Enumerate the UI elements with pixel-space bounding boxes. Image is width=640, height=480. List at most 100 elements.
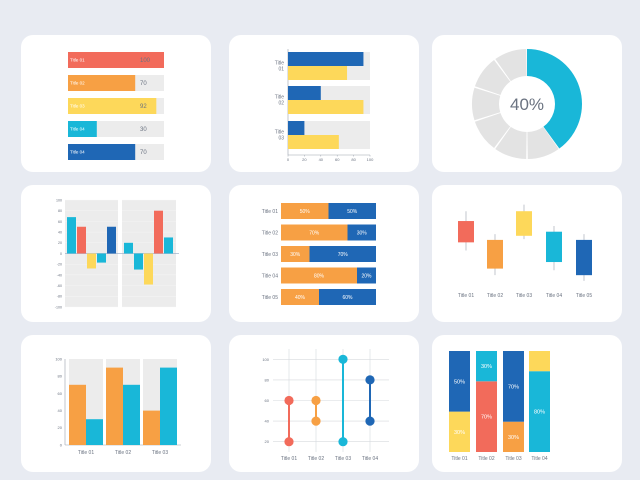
y-tick-label: 40	[265, 419, 270, 424]
card-stacked-columns: 30% 50% Title 01 70% 30% Title 02 30% 70% Title …	[432, 335, 622, 472]
progress-category-label: Title 02	[70, 81, 85, 86]
progress-bar	[68, 52, 164, 68]
y-tick-label: 80	[265, 377, 270, 382]
y-tick-label: -100	[55, 305, 62, 309]
bar	[288, 66, 348, 80]
stacked-segment	[449, 351, 470, 412]
stacked-segment	[347, 224, 376, 241]
dumbbell-chart: 100 80 60 40 20 Title 01 Title 02 Title 03 Title…	[262, 349, 389, 462]
bar	[143, 410, 160, 445]
card-dumbbell: 100 80 60 40 20 Title 01 Title 02 Title 03 Title…	[229, 335, 419, 472]
y-tick-label: 100	[55, 356, 62, 361]
category-label: Title 01	[281, 456, 297, 462]
stacked-column-chart: 30% 50% Title 01 70% 30% Title 02 30% 70% Title …	[449, 351, 550, 462]
y-tick-label: 40	[58, 231, 62, 235]
bar	[288, 135, 339, 149]
stacked-segment	[281, 246, 310, 262]
progress-value-label: 70	[140, 150, 147, 156]
category-label: Title 01	[458, 293, 474, 299]
range-high-point	[284, 395, 294, 406]
category-label-number: 01	[278, 67, 284, 73]
category-label: Title 01	[262, 209, 278, 215]
stacked-segment	[281, 267, 357, 284]
y-tick-label: -80	[57, 295, 62, 299]
stacked-segment	[503, 421, 524, 452]
progress-value-label: 30	[140, 127, 147, 133]
bar	[288, 86, 321, 100]
x-tick-label: 60	[335, 157, 340, 162]
x-tick-label: 40	[319, 157, 324, 162]
y-tick-label: 0	[60, 252, 62, 256]
segment-percent-label: 30%	[357, 230, 368, 236]
bar	[106, 367, 123, 445]
category-label: Title 01	[451, 456, 467, 462]
card-positive-negative-bars: 100 80 60 40 20 0 -20 -40 -60 -80 -100	[21, 185, 211, 322]
card-horizontal-grouped-bars: 0 20 40 60 80 100 Title 01 Title 02 Title 03	[229, 35, 419, 172]
segment-percent-label: 30%	[290, 252, 301, 258]
y-tick-label: 60	[58, 391, 63, 396]
stacked-segment	[503, 351, 524, 422]
category-label: Title 03	[262, 252, 278, 258]
card-grouped-bars: 100 80 60 40 20 0 Title 01 Title 02 Title 03	[21, 335, 211, 472]
stacked-segment	[529, 371, 550, 452]
category-label-word: Title	[275, 95, 284, 101]
bar	[87, 253, 96, 269]
category-label-word: Title	[275, 130, 284, 136]
category-label-word: Title	[275, 61, 284, 67]
card-progress-bars: Title 01 100 Title 02 70 Title 03 92 Title 04 3…	[21, 35, 211, 172]
bar	[134, 253, 143, 270]
segment-percent-label: 20%	[361, 273, 372, 279]
y-tick-label: -40	[57, 273, 62, 277]
donut-remaining-segment	[527, 126, 559, 159]
bar	[164, 237, 173, 254]
segment-percent-label: 80%	[534, 410, 545, 416]
segmented-donut-chart: 40%	[472, 49, 582, 159]
range-high-point	[311, 395, 321, 406]
range-low-point	[365, 416, 375, 426]
category-label: Title 02	[115, 450, 131, 456]
stacked-segment	[281, 289, 319, 305]
stacked-segment	[281, 203, 329, 219]
segment-percent-label: 40%	[295, 295, 306, 301]
bar	[123, 384, 140, 445]
card-candlestick: Title 01 Title 02 Title 03 Title 04 Title 05	[432, 185, 622, 322]
category-label: Title 04	[531, 456, 547, 462]
stacked-segment	[476, 351, 497, 382]
bar	[288, 100, 364, 114]
category-label: Title 05	[262, 295, 278, 301]
segment-percent-label: 50%	[347, 209, 358, 215]
progress-category-label: Title 03	[70, 104, 85, 109]
segment-percent-label: 60%	[342, 295, 353, 301]
category-label: Title 03	[335, 456, 351, 462]
range-low-point	[284, 437, 294, 447]
range-high-point	[338, 354, 348, 364]
candle-body	[576, 239, 592, 276]
y-tick-label: 100	[262, 357, 269, 362]
segment-percent-label: 70%	[481, 415, 492, 421]
category-label: Title 03	[152, 450, 168, 456]
stacked-segment	[328, 203, 376, 219]
candle-body	[516, 211, 532, 236]
bar	[144, 253, 153, 285]
progress-bar	[68, 75, 136, 91]
category-label: Title 04	[362, 456, 378, 462]
progress-bar-chart: Title 01 100 Title 02 70 Title 03 92 Title 04 3…	[68, 52, 164, 160]
stacked-segment	[529, 351, 550, 372]
segment-percent-label: 30%	[508, 435, 519, 441]
y-tick-label: 0	[60, 442, 63, 447]
progress-value-label: 70	[140, 81, 147, 87]
category-label: Title 02	[487, 293, 503, 299]
progress-bar	[68, 144, 136, 160]
y-tick-label: 20	[58, 241, 62, 245]
bar-track	[288, 121, 370, 135]
bar	[107, 226, 116, 254]
y-tick-label: 60	[265, 398, 270, 403]
donut-remaining-segment	[474, 59, 511, 95]
stacked-percent-bar-chart: Title 01 50% 50% Title 02 70% 30% Title 03 30% 7…	[262, 203, 376, 305]
y-tick-label: 20	[58, 425, 63, 430]
y-tick-label: -20	[57, 263, 62, 267]
bar	[86, 419, 103, 445]
progress-value-label: 92	[140, 104, 147, 110]
category-label: Title 04	[262, 273, 278, 279]
bar	[160, 367, 177, 445]
